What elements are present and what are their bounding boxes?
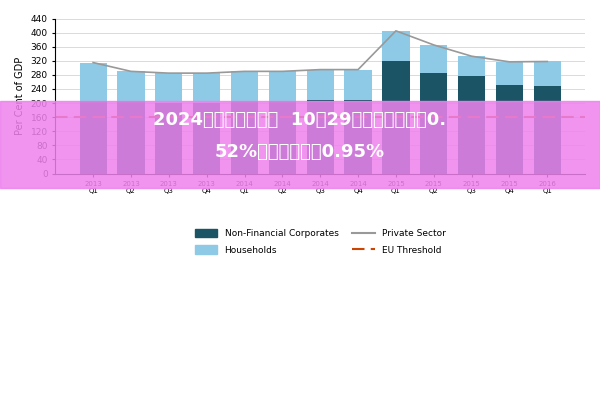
- Private Sector: [544, 59, 551, 64]
- Bar: [533, 62, 561, 86]
- Bar: [533, 86, 561, 174]
- Private Sector: [127, 69, 134, 74]
- Bar: [193, 73, 220, 103]
- Private Sector: [89, 60, 97, 65]
- Bar: [458, 76, 485, 174]
- Bar: [231, 71, 258, 101]
- Bar: [80, 101, 107, 174]
- Private Sector: [506, 60, 513, 64]
- Bar: [155, 73, 182, 103]
- Bar: [496, 85, 523, 174]
- Private Sector: [317, 67, 324, 72]
- Bar: [420, 45, 448, 73]
- Bar: [344, 70, 371, 100]
- Private Sector: [279, 69, 286, 74]
- Private Sector: [203, 71, 210, 76]
- Private Sector: [392, 28, 400, 33]
- Y-axis label: Per Cent of GDP: Per Cent of GDP: [15, 57, 25, 135]
- Bar: [382, 61, 410, 174]
- Private Sector: [241, 69, 248, 74]
- Bar: [193, 103, 220, 174]
- Bar: [269, 101, 296, 174]
- Bar: [118, 101, 145, 174]
- Private Sector: [165, 71, 172, 76]
- Private Sector: [430, 42, 437, 47]
- Bar: [307, 70, 334, 100]
- Text: 52%，转股溢价率0.95%: 52%，转股溢价率0.95%: [215, 144, 385, 162]
- Private Sector: [355, 67, 362, 72]
- Legend: Non-Financial Corporates, Households, Private Sector, EU Threshold: Non-Financial Corporates, Households, Pr…: [190, 225, 450, 259]
- Line: Private Sector: Private Sector: [93, 31, 547, 73]
- Bar: [269, 71, 296, 101]
- Bar: [344, 100, 371, 174]
- Bar: [307, 100, 334, 174]
- Bar: [496, 62, 523, 85]
- Bar: [80, 62, 107, 101]
- Bar: [155, 103, 182, 174]
- Bar: [458, 56, 485, 76]
- Bar: [118, 71, 145, 101]
- Bar: [231, 101, 258, 174]
- Text: 2024正规配资哪家好  10月29日中信转债上涨0.: 2024正规配资哪家好 10月29日中信转债上涨0.: [154, 112, 446, 130]
- Bar: [420, 73, 448, 174]
- Bar: [382, 31, 410, 61]
- EU Threshold: [89, 115, 97, 120]
- EU Threshold: [127, 115, 134, 120]
- Private Sector: [468, 54, 475, 59]
